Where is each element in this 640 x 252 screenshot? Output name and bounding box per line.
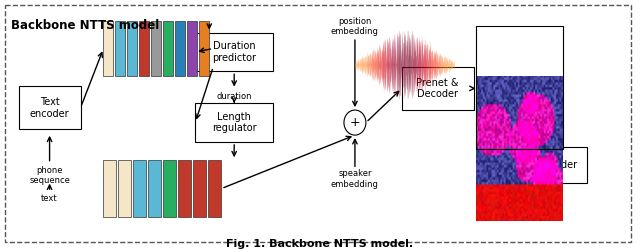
- Text: Backbone NTTS model: Backbone NTTS model: [11, 19, 159, 32]
- Text: Length
regulator: Length regulator: [212, 112, 257, 133]
- Bar: [148, 160, 161, 217]
- Bar: [163, 160, 176, 217]
- Bar: [140, 21, 149, 76]
- Bar: [133, 160, 147, 217]
- Text: position
embedding: position embedding: [331, 17, 379, 36]
- Circle shape: [344, 110, 366, 135]
- Bar: [175, 21, 186, 76]
- Text: phone
sequence: phone sequence: [29, 166, 70, 185]
- Bar: [152, 21, 161, 76]
- Bar: [19, 86, 81, 130]
- Bar: [115, 21, 125, 76]
- Bar: [476, 26, 563, 149]
- Bar: [193, 160, 206, 217]
- Bar: [104, 160, 116, 217]
- Bar: [104, 21, 113, 76]
- Text: Text
encoder: Text encoder: [30, 97, 69, 119]
- Bar: [163, 21, 173, 76]
- Bar: [208, 160, 221, 217]
- Bar: [179, 160, 191, 217]
- Text: Duration
predictor: Duration predictor: [212, 41, 256, 63]
- Text: duration: duration: [216, 92, 252, 101]
- Bar: [188, 21, 197, 76]
- Text: +: +: [349, 116, 360, 129]
- Text: Vocoder: Vocoder: [539, 160, 578, 170]
- Text: text: text: [41, 194, 58, 203]
- Bar: [195, 103, 273, 142]
- Text: Fig. 1. Backbone NTTS model.: Fig. 1. Backbone NTTS model.: [227, 239, 413, 249]
- Bar: [402, 67, 474, 110]
- Bar: [529, 146, 588, 183]
- Bar: [118, 160, 131, 217]
- Text: speaker
embedding: speaker embedding: [331, 169, 379, 189]
- Bar: [127, 21, 138, 76]
- Bar: [199, 21, 209, 76]
- Bar: [195, 33, 273, 71]
- Text: Prenet &
Decoder: Prenet & Decoder: [417, 78, 459, 99]
